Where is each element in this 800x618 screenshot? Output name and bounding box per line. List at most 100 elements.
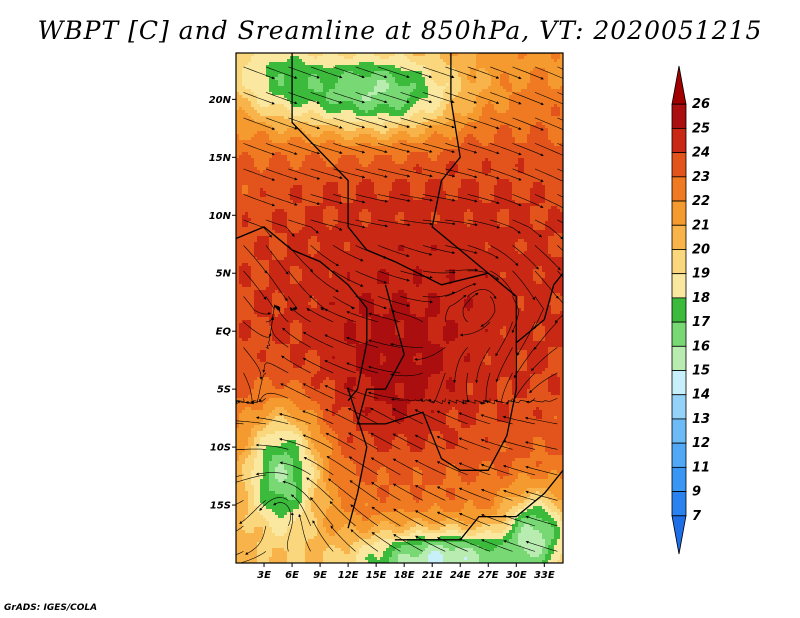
streamline	[310, 497, 334, 527]
streamline	[422, 245, 456, 255]
streamline	[303, 457, 334, 476]
colorbar-bottom-arrow	[671, 515, 687, 555]
x-tick-label: 12E	[338, 570, 359, 581]
streamline	[467, 66, 500, 79]
streamline	[512, 219, 542, 238]
streamline	[390, 372, 423, 377]
x-tick-label: 30E	[506, 570, 527, 581]
streamline	[310, 219, 343, 231]
y-tick-label: 5N	[216, 269, 232, 280]
colorbar-segment	[671, 103, 687, 129]
y-tick-label: 15S	[210, 501, 231, 512]
country-borders	[236, 53, 563, 541]
colorbar-label: 18	[692, 291, 710, 306]
streamline	[462, 292, 479, 323]
streamline	[445, 143, 478, 154]
streamline	[400, 219, 434, 226]
streamline	[371, 481, 401, 501]
streamline	[400, 143, 433, 153]
streamline	[512, 194, 544, 208]
streamline	[490, 168, 522, 181]
streamline	[236, 500, 244, 505]
streamline	[503, 540, 536, 552]
streamline	[265, 296, 281, 312]
streamline	[557, 117, 563, 121]
streamline	[458, 462, 491, 476]
colorbar-segment	[671, 273, 687, 299]
streamline	[282, 480, 311, 501]
streamline	[414, 434, 446, 450]
streamline	[265, 143, 298, 155]
streamline	[310, 194, 343, 205]
colorbar-segment	[671, 321, 687, 347]
streamline	[422, 92, 455, 104]
x-tick-label: 33E	[534, 570, 555, 581]
streamline	[525, 465, 558, 476]
streamline	[302, 434, 334, 450]
streamline	[273, 502, 292, 527]
colorbar-label: 16	[692, 339, 710, 354]
streamline	[243, 245, 268, 274]
streamline	[490, 194, 522, 207]
streamline	[310, 270, 339, 292]
streamline	[324, 360, 356, 374]
streamline	[255, 416, 289, 425]
streamline	[481, 539, 513, 552]
streamline	[236, 525, 244, 532]
streamline	[525, 515, 558, 527]
streamline	[355, 143, 388, 154]
streamline	[445, 268, 479, 272]
streamline	[534, 219, 563, 240]
colorbar-label: 24	[692, 146, 710, 161]
streamline	[414, 485, 446, 501]
streamline	[328, 478, 356, 501]
streamline	[512, 168, 544, 182]
streamline	[310, 296, 326, 311]
colorbar-segment	[671, 491, 687, 517]
streamline	[503, 489, 536, 501]
border-line	[291, 53, 517, 297]
streamline	[467, 168, 500, 180]
x-tick-label: 27E	[478, 570, 499, 581]
streamline	[502, 415, 536, 425]
streamline	[288, 296, 298, 311]
streamline	[422, 291, 456, 298]
streamline	[346, 362, 379, 374]
streamline	[557, 219, 563, 224]
streamline	[350, 529, 379, 552]
streamline	[243, 347, 263, 380]
streamline	[324, 334, 356, 348]
streamline	[400, 194, 433, 202]
streamline	[422, 66, 455, 79]
streamline	[377, 117, 410, 128]
streamline	[355, 117, 388, 129]
x-tick-label: 24E	[450, 570, 471, 581]
streamline	[511, 296, 520, 334]
streamline	[239, 500, 267, 524]
colorbar-label: 20	[692, 242, 710, 257]
colorbar-segment	[671, 128, 687, 154]
streamline	[333, 117, 366, 129]
streamline	[236, 448, 266, 452]
page-title: WBPT [C] and Sreamline at 850hPa, VT: 20…	[37, 16, 763, 45]
streamline	[400, 168, 433, 178]
streamline	[288, 168, 321, 180]
streamline	[436, 461, 468, 476]
streamline	[533, 296, 544, 330]
colorbar-label: 11	[692, 460, 710, 475]
streamline	[534, 117, 563, 132]
streamline	[512, 66, 544, 80]
streamline	[243, 321, 272, 338]
x-tick-label: 9E	[313, 570, 327, 581]
streamline	[265, 194, 298, 206]
streamline	[422, 168, 456, 178]
streamline	[355, 270, 387, 284]
streamline	[288, 143, 321, 155]
streamline	[333, 270, 364, 287]
streamline	[288, 92, 321, 104]
streamline	[236, 419, 266, 425]
streamline	[414, 535, 446, 552]
y-tick-label: 10N	[209, 211, 232, 222]
streamline	[489, 92, 522, 105]
streamline	[333, 66, 365, 79]
